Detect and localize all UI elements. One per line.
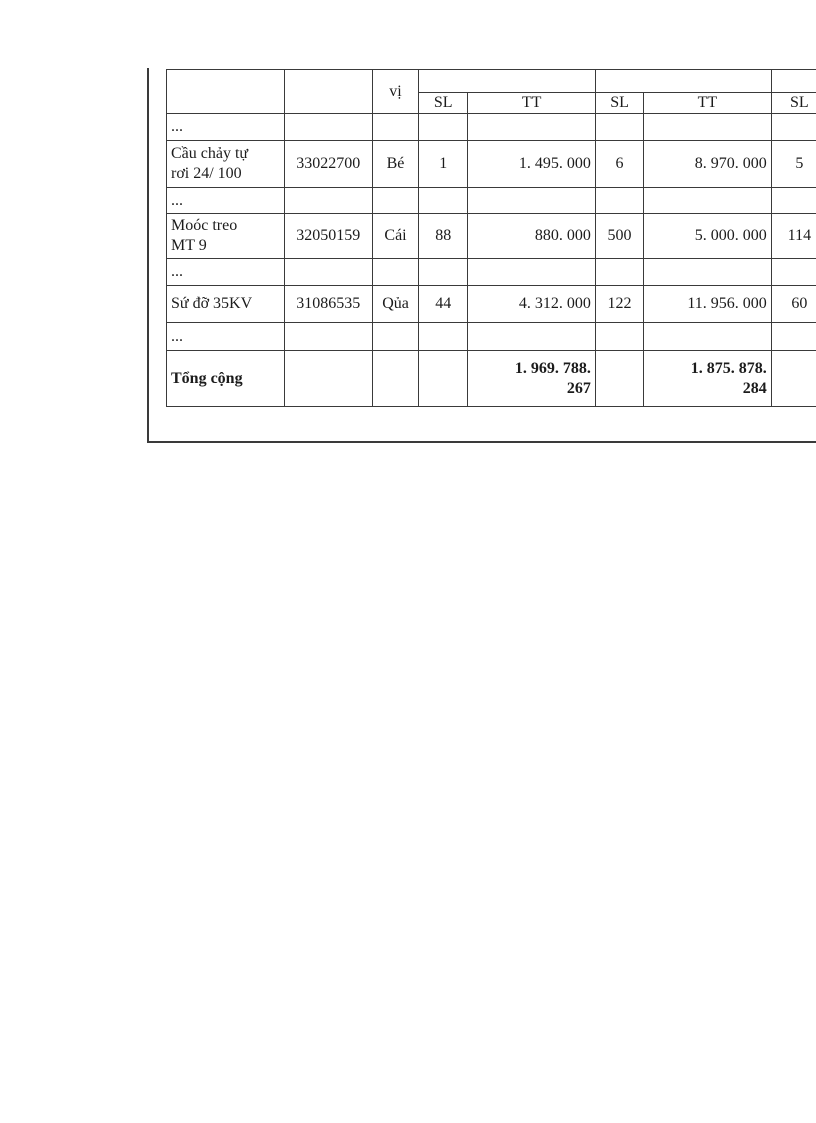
qty-column-header: SL	[418, 91, 469, 115]
unit-cell: Qủa	[371, 285, 420, 324]
amount-cell	[467, 113, 596, 142]
content-frame-border	[147, 68, 816, 443]
qty-cell	[418, 350, 469, 408]
qty-cell	[594, 187, 645, 215]
item-name-cell: Sứ đỡ 35KV	[166, 285, 285, 324]
item-code-cell	[283, 350, 373, 408]
unit-cell	[371, 258, 420, 287]
item-name-cell: Moóc treo MT 9	[166, 213, 285, 260]
item-name-cell: ...	[166, 113, 285, 142]
amount-column-header: TT	[643, 91, 772, 115]
amount-column-header: TT	[467, 91, 596, 115]
inventory-table: vị SL TT SL TT SL ...	[166, 68, 816, 408]
unit-cell	[371, 113, 420, 142]
qty-cell: 6	[594, 140, 645, 189]
amount-cell: 4. 312. 000	[467, 285, 596, 324]
code-column-header-cell	[283, 68, 373, 115]
amount-cell	[643, 113, 772, 142]
amount-cell	[643, 322, 772, 352]
item-code-cell: 32050159	[283, 213, 373, 260]
item-code-cell: 31086535	[283, 285, 373, 324]
item-row: Moóc treo MT 9 32050159 Cái 88 880. 000 …	[166, 213, 816, 260]
amount-cell: 1. 495. 000	[467, 140, 596, 189]
qty-cell	[418, 322, 469, 352]
name-column-header-cell	[166, 68, 285, 115]
qty-cell: 122	[594, 285, 645, 324]
period-group-header-cell	[770, 69, 816, 93]
ellipsis-row: ...	[166, 187, 816, 215]
unit-cell: Bé	[371, 140, 420, 189]
qty-cell	[594, 322, 645, 352]
qty-cell	[770, 187, 816, 215]
ellipsis-row: ...	[166, 322, 816, 352]
qty-cell	[594, 350, 645, 408]
qty-cell	[594, 258, 645, 287]
period-group-header-cell	[418, 69, 596, 93]
qty-cell	[770, 322, 816, 352]
qty-cell: 114	[770, 213, 816, 260]
qty-cell: 500	[594, 213, 645, 260]
amount-cell	[467, 258, 596, 287]
item-row: Cầu chảy tự rơi 24/ 100 33022700 Bé 1 1.…	[166, 140, 816, 189]
item-code-cell	[283, 258, 373, 287]
totals-row: Tổng cộng 1. 969. 788. 267 1. 875. 878. …	[166, 350, 816, 408]
qty-cell	[770, 258, 816, 287]
period-group-header-cell	[594, 69, 772, 93]
item-code-cell	[283, 187, 373, 215]
qty-cell	[418, 187, 469, 215]
unit-cell: Cái	[371, 213, 420, 260]
qty-cell	[770, 113, 816, 142]
qty-column-header: SL	[770, 91, 816, 115]
unit-cell	[371, 187, 420, 215]
unit-cell	[371, 350, 420, 408]
item-name-cell: ...	[166, 258, 285, 287]
qty-column-header: SL	[594, 91, 645, 115]
item-code-cell: 33022700	[283, 140, 373, 189]
item-code-cell	[283, 113, 373, 142]
header-row-sub: SL TT SL TT SL	[167, 91, 816, 115]
amount-cell	[467, 322, 596, 352]
qty-cell	[418, 258, 469, 287]
unit-cell	[371, 322, 420, 352]
amount-cell: 880. 000	[467, 213, 596, 260]
item-name-cell: Cầu chảy tự rơi 24/ 100	[166, 140, 285, 189]
qty-cell	[594, 113, 645, 142]
totals-label-cell: Tổng cộng	[166, 350, 285, 408]
qty-cell: 88	[418, 213, 469, 260]
header-row-top: vị	[166, 68, 816, 115]
amount-cell: 8. 970. 000	[643, 140, 772, 189]
item-name-cell: ...	[166, 187, 285, 215]
amount-cell	[643, 258, 772, 287]
item-code-cell	[283, 322, 373, 352]
amount-cell: 5. 000. 000	[643, 213, 772, 260]
ellipsis-row: ...	[166, 113, 816, 142]
amount-cell	[467, 187, 596, 215]
qty-cell: 60	[770, 285, 816, 324]
qty-cell	[770, 350, 816, 408]
qty-cell: 5	[770, 140, 816, 189]
item-name-cell: ...	[166, 322, 285, 352]
qty-cell: 44	[418, 285, 469, 324]
amount-cell	[643, 187, 772, 215]
unit-column-header-cell: vị	[371, 68, 420, 115]
ellipsis-row: ...	[166, 258, 816, 287]
total-amount-cell: 1. 875. 878. 284	[643, 350, 772, 408]
amount-cell: 11. 956. 000	[643, 285, 772, 324]
qty-cell	[418, 113, 469, 142]
qty-cell: 1	[418, 140, 469, 189]
item-row: Sứ đỡ 35KV 31086535 Qủa 44 4. 312. 000 1…	[166, 285, 816, 324]
total-amount-cell: 1. 969. 788. 267	[467, 350, 596, 408]
